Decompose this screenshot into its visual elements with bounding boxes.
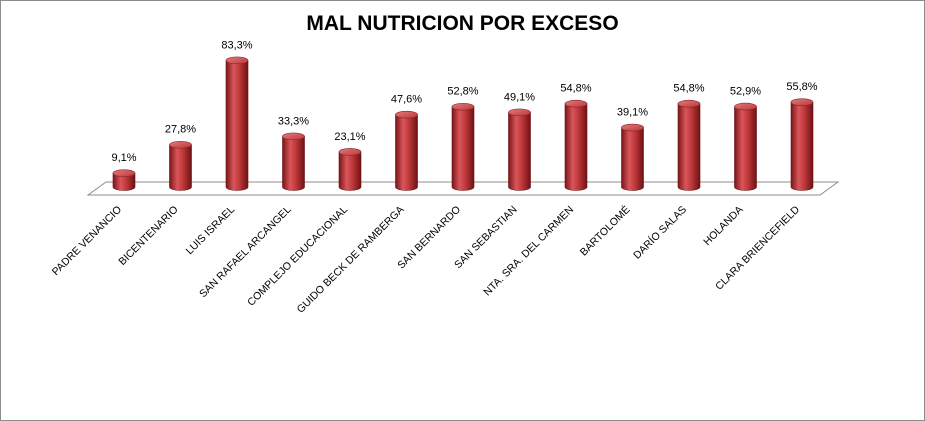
bar-top [395,110,418,119]
bar-body [564,103,588,191]
bar-top [451,102,475,111]
bar-body [621,127,644,191]
category-label-5: COMPLEJO EDUCACIONAL [245,204,350,309]
data-label-4: 33,3% [278,115,309,127]
category-label-10: BARTOLOMÉ [577,203,633,259]
bar-top [564,99,588,108]
data-label-12: 52,9% [730,86,761,98]
bar-top [338,148,362,156]
data-label-3: 83,3% [221,39,252,51]
bar-body [677,103,701,191]
bar-top [734,102,757,111]
bar-6 [395,110,418,191]
bar-top [621,123,644,132]
bar-top [225,56,249,65]
bar-body [338,151,362,191]
bar-top [112,169,136,177]
data-label-2: 27,8% [165,124,196,136]
data-label-13: 55,8% [786,81,817,93]
bar-10 [621,123,644,191]
data-label-10: 39,1% [617,107,648,119]
bar-body [282,136,305,191]
data-label-9: 54,8% [560,83,591,95]
bar-body [112,172,136,191]
data-label-7: 52,8% [447,86,478,98]
bar-top [282,132,305,141]
bar-3 [225,56,249,191]
bar-body [508,112,531,191]
category-label-11: DARÍO SALAS [630,203,689,262]
bar-11 [677,99,701,191]
bar-body [734,106,757,191]
data-label-6: 47,6% [391,94,422,106]
bar-top [790,98,814,106]
category-label-6: GUIDO BECK DE RAMBERGA [295,204,407,316]
chart-title: MAL NUTRICION POR EXCESO [306,12,619,35]
bar-body [169,144,192,191]
bar-2 [169,140,192,191]
bar-13 [790,98,814,191]
bar-top [169,140,192,149]
data-label-11: 54,8% [673,83,704,95]
bar-top [508,108,531,117]
bar-5 [338,148,362,191]
bar-body [225,60,249,191]
bar-12 [734,102,757,191]
category-label-2: BICENTENARIO [116,204,180,268]
data-label-1: 9,1% [111,152,136,164]
category-label-12: HOLANDA [701,204,745,248]
bar-4 [282,132,305,191]
category-label-4: SAN RAFAEL ARCANGEL [197,204,294,301]
bar-top [677,99,701,108]
category-label-1: PADRE VENANCIO [50,204,124,278]
category-label-3: LUIS ISRAEL [184,204,238,258]
data-label-5: 23,1% [334,131,365,143]
bar-1 [112,169,136,191]
bar-9 [564,99,588,191]
bar-8 [508,108,531,191]
bar-body [395,114,418,191]
data-label-8: 49,1% [504,91,535,103]
bar-body [790,101,814,191]
bar-7 [451,102,475,191]
bar-body [451,106,475,191]
